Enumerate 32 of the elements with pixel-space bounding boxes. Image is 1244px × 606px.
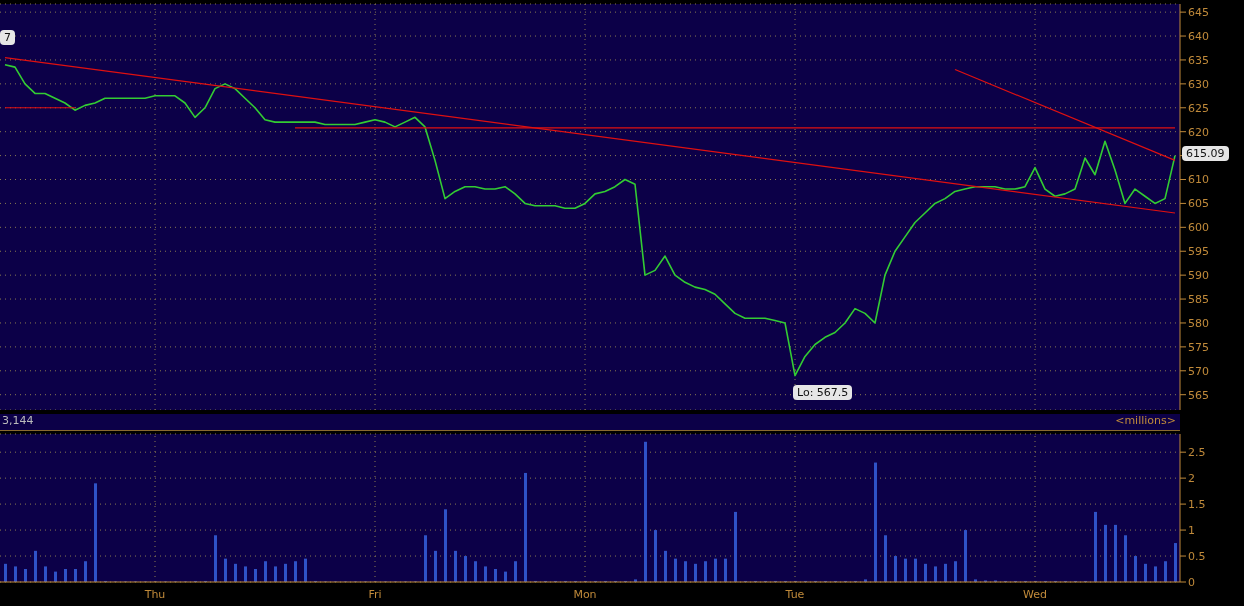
y-tick-label: 610 [1188,173,1209,187]
text: 615.09 [1182,146,1229,161]
y-tick-label: 1.5 [1188,498,1206,512]
y-tick-label: 0 [1188,575,1195,589]
y-tick-label: 590 [1188,269,1209,283]
y-tick-label: 580 [1188,316,1209,330]
y-tick-label: 605 [1188,197,1209,211]
x-tick-label: Thu [143,587,166,601]
y-tick-label: 565 [1188,388,1209,402]
y-tick-label: 575 [1188,340,1209,354]
y-tick-label: 645 [1188,6,1209,20]
y-tick-label: 1 [1188,523,1195,537]
text: 3,144 [1,414,34,429]
y-tick-label: 595 [1188,245,1209,259]
x-tick-label: Mon [573,587,597,601]
y-tick-label: 585 [1188,292,1209,306]
y-axis-title: <millions> [1115,414,1177,429]
annotation: 7 [0,30,15,45]
x-tick-label: Wed [1023,587,1047,601]
y-tick-label: 0.5 [1188,549,1206,563]
annotation: Lo: 567.5 [793,385,853,400]
y-tick-label: 620 [1188,125,1209,139]
x-tick-label: Tue [784,587,805,601]
y-tick-label: 2 [1188,472,1195,486]
y-tick-label: 635 [1188,53,1209,67]
y-tick-label: 570 [1188,364,1209,378]
y-tick-label: 630 [1188,77,1209,91]
y-tick-label: 625 [1188,101,1209,115]
y-tick-label: 600 [1188,221,1209,235]
y-tick-label: 640 [1188,29,1209,43]
y-tick-label: 2.5 [1188,446,1206,460]
x-tick-label: Fri [368,587,382,601]
